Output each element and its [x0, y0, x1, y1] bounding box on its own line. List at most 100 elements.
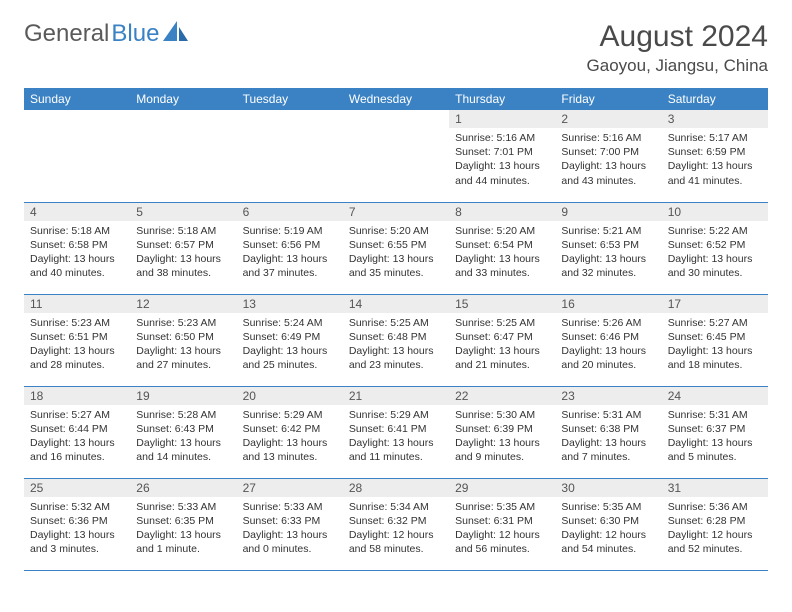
day-details: Sunrise: 5:30 AMSunset: 6:39 PMDaylight:…	[449, 405, 555, 468]
day-header: Saturday	[662, 88, 768, 110]
day-header: Monday	[130, 88, 236, 110]
calendar-cell-empty	[24, 110, 130, 202]
calendar-cell: 21Sunrise: 5:29 AMSunset: 6:41 PMDayligh…	[343, 386, 449, 478]
calendar-cell: 30Sunrise: 5:35 AMSunset: 6:30 PMDayligh…	[555, 478, 661, 570]
logo-text-general: General	[24, 20, 109, 48]
day-details: Sunrise: 5:16 AMSunset: 7:00 PMDaylight:…	[555, 128, 661, 191]
day-details: Sunrise: 5:27 AMSunset: 6:44 PMDaylight:…	[24, 405, 130, 468]
day-header: Thursday	[449, 88, 555, 110]
calendar-cell: 3Sunrise: 5:17 AMSunset: 6:59 PMDaylight…	[662, 110, 768, 202]
day-header: Sunday	[24, 88, 130, 110]
day-number: 31	[662, 479, 768, 497]
calendar-cell: 10Sunrise: 5:22 AMSunset: 6:52 PMDayligh…	[662, 202, 768, 294]
calendar-cell: 24Sunrise: 5:31 AMSunset: 6:37 PMDayligh…	[662, 386, 768, 478]
calendar-cell-empty	[237, 110, 343, 202]
day-number: 14	[343, 295, 449, 313]
calendar-cell: 28Sunrise: 5:34 AMSunset: 6:32 PMDayligh…	[343, 478, 449, 570]
day-number: 4	[24, 203, 130, 221]
calendar-row: 11Sunrise: 5:23 AMSunset: 6:51 PMDayligh…	[24, 294, 768, 386]
day-number: 1	[449, 110, 555, 128]
day-number: 22	[449, 387, 555, 405]
calendar-row: 4Sunrise: 5:18 AMSunset: 6:58 PMDaylight…	[24, 202, 768, 294]
calendar-page: General Blue August 2024 Gaoyou, Jiangsu…	[0, 0, 792, 591]
day-details: Sunrise: 5:19 AMSunset: 6:56 PMDaylight:…	[237, 221, 343, 284]
day-number: 11	[24, 295, 130, 313]
day-number: 27	[237, 479, 343, 497]
calendar-cell: 7Sunrise: 5:20 AMSunset: 6:55 PMDaylight…	[343, 202, 449, 294]
calendar-cell: 4Sunrise: 5:18 AMSunset: 6:58 PMDaylight…	[24, 202, 130, 294]
day-details: Sunrise: 5:17 AMSunset: 6:59 PMDaylight:…	[662, 128, 768, 191]
calendar-table: SundayMondayTuesdayWednesdayThursdayFrid…	[24, 88, 768, 571]
day-details: Sunrise: 5:16 AMSunset: 7:01 PMDaylight:…	[449, 128, 555, 191]
day-header: Wednesday	[343, 88, 449, 110]
day-number: 3	[662, 110, 768, 128]
day-header: Friday	[555, 88, 661, 110]
calendar-cell: 1Sunrise: 5:16 AMSunset: 7:01 PMDaylight…	[449, 110, 555, 202]
calendar-cell-empty	[343, 110, 449, 202]
calendar-body: 1Sunrise: 5:16 AMSunset: 7:01 PMDaylight…	[24, 110, 768, 570]
day-details: Sunrise: 5:18 AMSunset: 6:57 PMDaylight:…	[130, 221, 236, 284]
day-number: 2	[555, 110, 661, 128]
calendar-row: 1Sunrise: 5:16 AMSunset: 7:01 PMDaylight…	[24, 110, 768, 202]
calendar-cell: 18Sunrise: 5:27 AMSunset: 6:44 PMDayligh…	[24, 386, 130, 478]
day-number: 18	[24, 387, 130, 405]
day-number: 23	[555, 387, 661, 405]
day-number: 16	[555, 295, 661, 313]
day-number: 8	[449, 203, 555, 221]
location-subtitle: Gaoyou, Jiangsu, China	[587, 56, 768, 76]
day-number: 21	[343, 387, 449, 405]
day-number: 6	[237, 203, 343, 221]
page-title: August 2024	[587, 20, 768, 54]
day-number: 26	[130, 479, 236, 497]
day-details: Sunrise: 5:32 AMSunset: 6:36 PMDaylight:…	[24, 497, 130, 560]
calendar-cell: 19Sunrise: 5:28 AMSunset: 6:43 PMDayligh…	[130, 386, 236, 478]
logo-sail-icon	[163, 21, 189, 48]
day-number: 20	[237, 387, 343, 405]
day-number: 30	[555, 479, 661, 497]
day-number: 25	[24, 479, 130, 497]
calendar-cell: 31Sunrise: 5:36 AMSunset: 6:28 PMDayligh…	[662, 478, 768, 570]
day-details: Sunrise: 5:25 AMSunset: 6:48 PMDaylight:…	[343, 313, 449, 376]
calendar-cell: 26Sunrise: 5:33 AMSunset: 6:35 PMDayligh…	[130, 478, 236, 570]
day-header: Tuesday	[237, 88, 343, 110]
calendar-cell: 2Sunrise: 5:16 AMSunset: 7:00 PMDaylight…	[555, 110, 661, 202]
header: General Blue August 2024 Gaoyou, Jiangsu…	[24, 20, 768, 76]
calendar-cell: 8Sunrise: 5:20 AMSunset: 6:54 PMDaylight…	[449, 202, 555, 294]
calendar-cell: 12Sunrise: 5:23 AMSunset: 6:50 PMDayligh…	[130, 294, 236, 386]
title-block: August 2024 Gaoyou, Jiangsu, China	[587, 20, 768, 76]
day-details: Sunrise: 5:31 AMSunset: 6:37 PMDaylight:…	[662, 405, 768, 468]
calendar-cell: 17Sunrise: 5:27 AMSunset: 6:45 PMDayligh…	[662, 294, 768, 386]
day-number: 29	[449, 479, 555, 497]
day-number: 24	[662, 387, 768, 405]
calendar-header-row: SundayMondayTuesdayWednesdayThursdayFrid…	[24, 88, 768, 110]
calendar-cell: 23Sunrise: 5:31 AMSunset: 6:38 PMDayligh…	[555, 386, 661, 478]
calendar-cell: 16Sunrise: 5:26 AMSunset: 6:46 PMDayligh…	[555, 294, 661, 386]
day-details: Sunrise: 5:27 AMSunset: 6:45 PMDaylight:…	[662, 313, 768, 376]
calendar-cell: 6Sunrise: 5:19 AMSunset: 6:56 PMDaylight…	[237, 202, 343, 294]
day-details: Sunrise: 5:29 AMSunset: 6:41 PMDaylight:…	[343, 405, 449, 468]
calendar-cell: 25Sunrise: 5:32 AMSunset: 6:36 PMDayligh…	[24, 478, 130, 570]
day-details: Sunrise: 5:20 AMSunset: 6:54 PMDaylight:…	[449, 221, 555, 284]
day-details: Sunrise: 5:24 AMSunset: 6:49 PMDaylight:…	[237, 313, 343, 376]
day-details: Sunrise: 5:18 AMSunset: 6:58 PMDaylight:…	[24, 221, 130, 284]
day-details: Sunrise: 5:33 AMSunset: 6:35 PMDaylight:…	[130, 497, 236, 560]
day-number: 13	[237, 295, 343, 313]
day-details: Sunrise: 5:35 AMSunset: 6:31 PMDaylight:…	[449, 497, 555, 560]
day-details: Sunrise: 5:23 AMSunset: 6:50 PMDaylight:…	[130, 313, 236, 376]
day-number: 5	[130, 203, 236, 221]
logo: General Blue	[24, 20, 189, 48]
day-details: Sunrise: 5:22 AMSunset: 6:52 PMDaylight:…	[662, 221, 768, 284]
day-number: 28	[343, 479, 449, 497]
day-number: 15	[449, 295, 555, 313]
day-details: Sunrise: 5:25 AMSunset: 6:47 PMDaylight:…	[449, 313, 555, 376]
day-details: Sunrise: 5:36 AMSunset: 6:28 PMDaylight:…	[662, 497, 768, 560]
day-details: Sunrise: 5:26 AMSunset: 6:46 PMDaylight:…	[555, 313, 661, 376]
calendar-cell: 5Sunrise: 5:18 AMSunset: 6:57 PMDaylight…	[130, 202, 236, 294]
logo-text-blue: Blue	[111, 20, 159, 48]
calendar-cell: 22Sunrise: 5:30 AMSunset: 6:39 PMDayligh…	[449, 386, 555, 478]
day-details: Sunrise: 5:31 AMSunset: 6:38 PMDaylight:…	[555, 405, 661, 468]
calendar-cell: 11Sunrise: 5:23 AMSunset: 6:51 PMDayligh…	[24, 294, 130, 386]
calendar-cell: 27Sunrise: 5:33 AMSunset: 6:33 PMDayligh…	[237, 478, 343, 570]
calendar-cell: 15Sunrise: 5:25 AMSunset: 6:47 PMDayligh…	[449, 294, 555, 386]
day-details: Sunrise: 5:34 AMSunset: 6:32 PMDaylight:…	[343, 497, 449, 560]
